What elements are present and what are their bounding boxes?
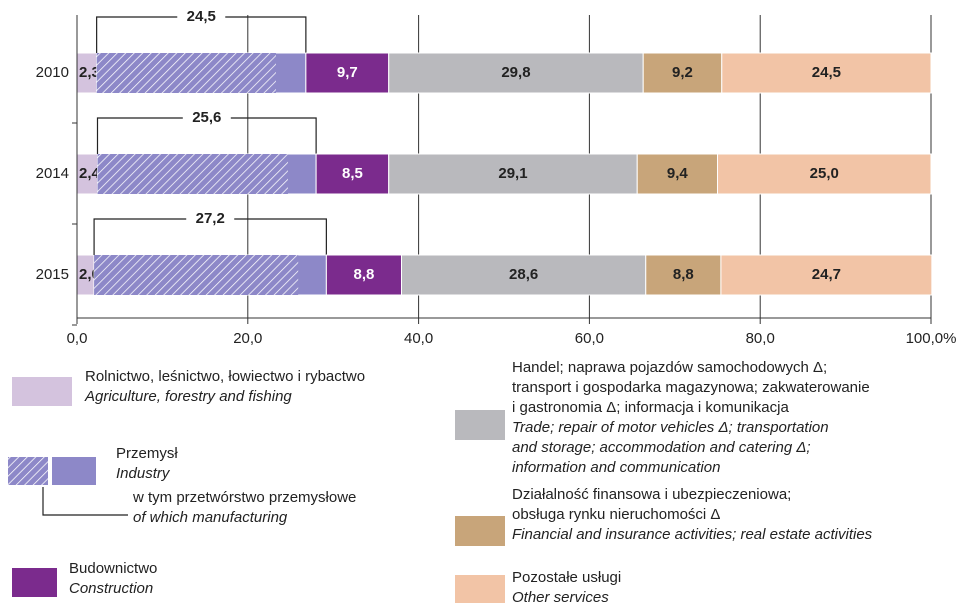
data-label: 2,4: [79, 165, 101, 182]
bar-segment: [305, 52, 390, 94]
y-tick-label: 2010: [36, 64, 69, 81]
x-tick-label: 100,0%: [906, 330, 957, 347]
legend-text: Pozostałe usługi: [512, 569, 621, 586]
x-tick-label: 60,0: [575, 330, 604, 347]
legend-text: Działalność finansowa i ubezpieczeniowa;: [512, 486, 791, 503]
bar-segment: [315, 153, 390, 195]
bar-segment: [636, 153, 718, 195]
legend-text: Handel; naprawa pojazdów samochodowych Δ…: [512, 359, 827, 376]
data-label: 25,0: [810, 165, 839, 182]
x-tick-label: 80,0: [746, 330, 775, 347]
legend-text: Trade; repair of motor vehicles Δ; trans…: [512, 419, 829, 436]
legend-text: Other services: [512, 589, 609, 603]
data-label: 2,3: [79, 64, 100, 81]
data-label: 9,4: [667, 165, 689, 182]
legend-swatch: [52, 457, 96, 485]
legend-text: Rolnictwo, leśnictwo, łowiectwo i rybact…: [85, 368, 365, 385]
bar-subsegment: [94, 255, 299, 295]
data-label: 9,7: [337, 64, 358, 81]
legend-text: Financial and insurance activities; real…: [512, 526, 873, 543]
data-label: 28,6: [509, 266, 538, 283]
legend-text: of which manufacturing: [133, 509, 288, 526]
bracket-label-bg: [182, 108, 231, 128]
data-label: 8,8: [673, 266, 694, 283]
legend-text: Agriculture, forestry and fishing: [84, 388, 292, 405]
legend-text: and storage; accommodation and catering …: [512, 439, 811, 456]
legend-connector: [42, 487, 128, 516]
legend-swatch: [8, 457, 48, 485]
data-label: 8,5: [342, 165, 363, 182]
x-tick-label: 0,0: [67, 330, 88, 347]
bar-segment: [388, 153, 638, 195]
legend-text: w tym przetwórstwo przemysłowe: [132, 489, 356, 506]
legend-text: information and communication: [512, 459, 720, 476]
data-label: 29,8: [501, 64, 530, 81]
legend-text: Przemysł: [116, 445, 178, 462]
data-label: 24,5: [812, 64, 841, 81]
data-label: 9,2: [672, 64, 693, 81]
legend-swatch: [455, 516, 505, 546]
bar-subsegment: [96, 53, 276, 93]
bracket-label-bg: [186, 209, 235, 229]
data-label: 8,8: [354, 266, 375, 283]
legend-swatch: [455, 410, 505, 440]
bar-segment: [720, 254, 933, 296]
legend-swatch: [455, 575, 505, 603]
bracket-label-bg: [177, 7, 226, 27]
legend-text: Industry: [116, 465, 171, 482]
legend-swatch: [12, 568, 57, 597]
legend-text: Construction: [69, 580, 153, 597]
legend-swatch: [12, 377, 72, 406]
data-label: 25,6: [192, 109, 221, 126]
bar-segment: [721, 52, 932, 94]
data-label: 24,7: [812, 266, 841, 283]
data-label: 29,1: [498, 165, 527, 182]
legend-text: transport i gospodarka magazynowa; zakwa…: [512, 379, 870, 396]
y-tick-label: 2014: [36, 165, 69, 182]
bar-subsegment: [97, 154, 288, 194]
legend-text: i gastronomia Δ; informacja i komunikacj…: [512, 399, 789, 416]
y-tick-label: 2015: [36, 266, 69, 283]
legend-text: obsługa rynku nieruchomości Δ: [512, 506, 720, 523]
legend-text: Budownictwo: [69, 560, 157, 577]
bar-segment: [325, 254, 403, 296]
data-label: 24,5: [187, 8, 216, 25]
bar-segment: [645, 254, 722, 296]
data-label: 27,2: [196, 210, 225, 227]
x-tick-label: 40,0: [404, 330, 433, 347]
x-tick-label: 20,0: [233, 330, 262, 347]
bar-segment: [717, 153, 932, 195]
